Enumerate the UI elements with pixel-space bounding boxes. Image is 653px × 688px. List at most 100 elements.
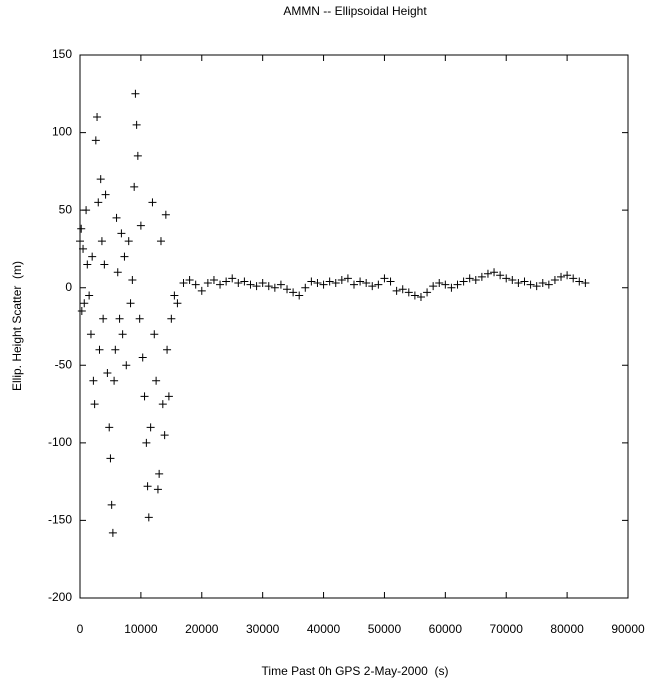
point [356,277,365,286]
point [164,392,173,401]
point [203,279,212,288]
point [118,330,127,339]
point [477,272,486,281]
point [86,330,95,339]
point [362,279,371,288]
point [319,280,328,289]
point [368,282,377,291]
point [350,280,358,289]
point [131,89,140,98]
y-tick-label: -50 [55,357,73,371]
point [386,277,395,286]
point [569,274,578,283]
point [128,275,137,284]
point [99,314,108,323]
point [234,279,243,288]
point [252,282,261,291]
point [563,271,572,280]
point [88,252,97,261]
point [264,282,273,291]
point [270,283,279,292]
point [100,260,109,269]
point [197,286,206,295]
point [126,299,135,308]
point [83,260,92,269]
point [138,353,147,362]
point [173,299,182,308]
point [453,280,462,289]
point [167,314,176,323]
y-tick-label: -100 [48,435,72,449]
point [490,268,499,277]
point [471,275,480,284]
point [222,277,231,286]
point [447,283,456,292]
point [276,280,285,289]
point [133,151,142,160]
point [307,277,316,286]
point [150,330,159,339]
point [130,182,139,191]
y-tick-label: -200 [48,590,72,604]
point [77,306,86,315]
point [313,279,322,288]
x-axis-label: Time Past 0h GPS 2-May-2000 (s) [262,664,449,678]
point [89,376,98,385]
point [93,113,102,122]
point [380,274,389,283]
y-axis-label: Ellip. Height Scatter (m) [10,261,24,391]
point [94,198,103,207]
point [216,280,225,289]
point [163,345,172,354]
point [404,288,413,297]
point [209,275,218,284]
point [120,252,129,261]
point [429,282,438,291]
y-tick-label: 100 [52,125,72,139]
point [96,175,105,184]
point [135,314,144,323]
point [122,361,131,370]
point [423,288,432,297]
point [144,513,153,522]
point [155,469,164,478]
point [115,314,124,323]
point [107,500,116,509]
point [158,400,167,409]
point [392,286,401,295]
point [85,291,94,300]
point [557,272,566,281]
point [508,275,517,284]
point [136,221,145,230]
point [179,279,188,288]
point [112,213,121,222]
point [532,282,541,291]
point [240,277,249,286]
point [514,279,523,288]
point [331,279,340,288]
point [398,285,407,294]
x-tick-label: 0 [77,622,84,636]
point [106,454,115,463]
point [153,485,162,494]
y-tick-label: 0 [65,280,72,294]
point [143,482,152,491]
x-tick-label: 50000 [368,622,402,636]
point [77,224,86,233]
point [82,206,91,215]
point [246,280,255,289]
point [97,237,106,246]
point [111,345,120,354]
point [295,291,304,300]
point [108,528,117,537]
point [483,269,492,278]
point [325,277,334,286]
point [502,274,511,283]
x-tick-label: 40000 [307,622,341,636]
x-tick-label: 20000 [185,622,219,636]
point [132,120,141,129]
point [374,280,383,289]
point [103,369,112,378]
x-tick-label: 80000 [550,622,584,636]
